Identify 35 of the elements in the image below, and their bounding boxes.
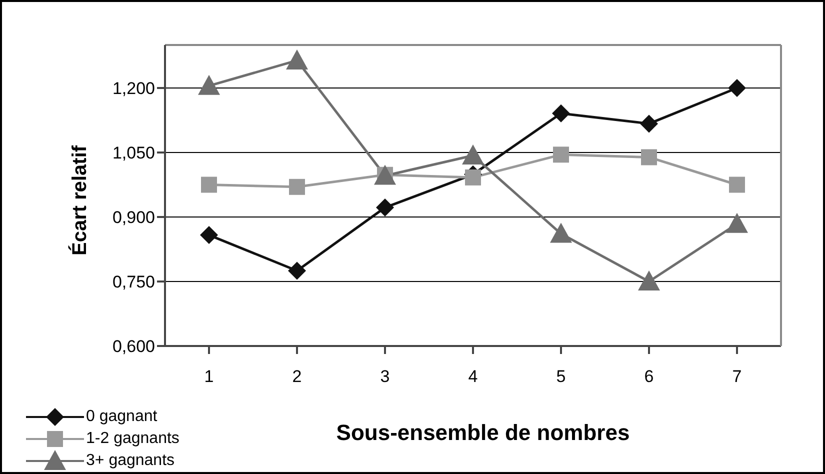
point [641, 149, 657, 166]
y-tick-label: 0,600 [112, 337, 155, 356]
x-tick-label: 5 [556, 367, 566, 386]
y-tick-label: 0,750 [112, 272, 155, 292]
x-tick-label: 4 [468, 367, 478, 386]
point [288, 262, 306, 280]
point [726, 212, 748, 233]
legend-label: 0 gagnant [86, 408, 158, 426]
point [465, 169, 481, 186]
point [728, 79, 746, 97]
point [729, 176, 745, 193]
legend-label: 1-2 gagnants [86, 430, 180, 448]
point [200, 226, 218, 244]
y-tick-label: 1,050 [112, 144, 155, 163]
point [552, 104, 570, 122]
x-tick-label: 3 [380, 367, 390, 386]
x-tick-label: 7 [732, 367, 742, 386]
point [550, 222, 572, 243]
point [553, 146, 569, 163]
point [198, 74, 220, 95]
y-axis-title: Écart relatif [68, 145, 92, 256]
point [376, 198, 394, 217]
y-tick-label: 0,900 [112, 208, 155, 228]
x-tick-label: 1 [204, 367, 214, 386]
point [462, 144, 484, 165]
point [640, 114, 658, 133]
x-tick-label: 6 [644, 367, 654, 386]
point [286, 49, 308, 70]
y-tick-label: 1,200 [112, 79, 155, 98]
x-axis-title: Sous-ensemble de nombres [336, 420, 630, 445]
point [201, 176, 217, 193]
point [638, 270, 660, 290]
x-tick-label: 2 [292, 367, 302, 386]
legend-label: 3+ gagnants [86, 452, 175, 470]
point [289, 178, 305, 195]
